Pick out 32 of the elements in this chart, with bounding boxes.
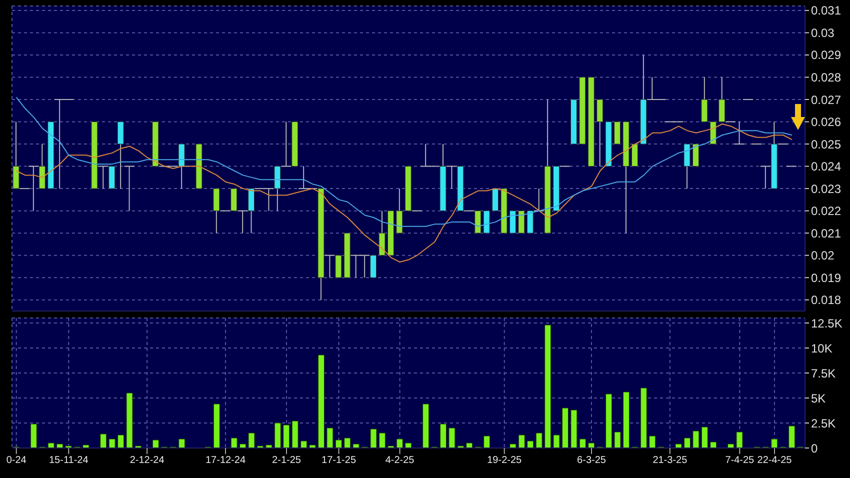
y-tick-label: 0.031 [811, 4, 842, 18]
x-tick-label: 21-3-25 [652, 455, 688, 466]
x-tick-label: 0-24 [6, 455, 27, 466]
y-tick-label: 0.028 [811, 70, 842, 84]
x-tick-label: 15-11-24 [48, 455, 89, 466]
x-tick-label: 7-4-25 [725, 455, 755, 466]
y-tick-label: 10K [811, 341, 832, 356]
y-tick-label: 2.5K [811, 416, 836, 430]
y-tick-label: 0.025 [811, 137, 842, 152]
y-tick-label: 0.024 [811, 160, 842, 174]
y-tick-label: 0.027 [811, 92, 842, 107]
x-tick-label: 22-4-25 [757, 455, 792, 466]
x-tick-label: 19-2-25 [487, 455, 522, 466]
y-tick-label: 0.022 [811, 204, 842, 218]
y-tick-label: 0.02 [811, 248, 835, 263]
y-tick-label: 7.5K [811, 366, 836, 380]
x-tick-label: 4-2-25 [385, 455, 415, 466]
x-tick-label: 2-1-25 [272, 455, 302, 466]
x-tick-label: 2-12-24 [130, 455, 165, 466]
x-tick-label: 17-12-24 [205, 455, 246, 466]
y-tick-label: 0.019 [811, 270, 842, 285]
x-tick-label: 17-1-25 [322, 455, 356, 466]
y-tick-label: 5K [811, 391, 826, 406]
y-tick-label: 0.026 [811, 115, 842, 130]
y-tick-label: 0.018 [811, 293, 842, 308]
y-tick-label: 0.029 [811, 48, 842, 62]
y-tick-label: 0.023 [811, 182, 842, 196]
y-tick-label: 0.021 [811, 226, 842, 240]
y-tick-label: 0 [811, 441, 818, 456]
y-tick-label: 0.03 [811, 26, 835, 40]
x-tick-label: 6-3-25 [577, 455, 606, 466]
y-tick-label: 12.5K [811, 316, 842, 330]
